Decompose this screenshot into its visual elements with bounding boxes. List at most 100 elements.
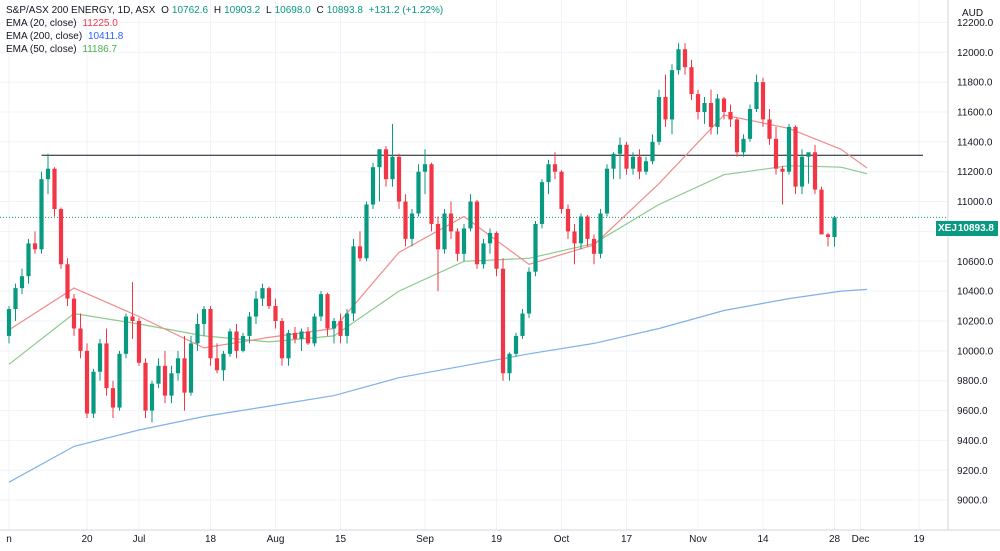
y-tick-label: 9000.0 [957, 496, 988, 507]
low-value: 10698.0 [274, 5, 311, 16]
indicator-ema20[interactable]: EMA (20, close) 11225.0 [6, 17, 446, 30]
candle-body [299, 331, 304, 339]
candle-body [559, 171, 564, 210]
y-tick-label: 9600.0 [957, 406, 988, 417]
candle-body [182, 358, 187, 393]
candle-body [253, 298, 259, 317]
candle-body [565, 209, 571, 232]
indicator-name: EMA (200, close) [6, 31, 83, 42]
candle-body [416, 171, 421, 214]
candle-body [331, 320, 337, 329]
candle-body [448, 213, 454, 232]
candle-body [747, 108, 753, 139]
candle-body [318, 294, 324, 317]
candle-body [637, 156, 642, 172]
y-tick-label: 11400.0 [957, 137, 993, 148]
candle-body [110, 388, 116, 408]
candle-body [71, 298, 77, 329]
candle-body [624, 144, 629, 169]
candle-body [84, 350, 90, 414]
high-label: H [213, 5, 222, 16]
candle-body [760, 82, 766, 120]
candle-body [195, 323, 200, 344]
candle-body [585, 216, 590, 239]
candle-body [97, 343, 103, 372]
candle-body [273, 306, 278, 321]
candle-body [169, 373, 174, 396]
close-label: C [316, 5, 324, 16]
x-tick-label: 19 [913, 534, 925, 545]
candle-body [474, 201, 480, 265]
candle-body [754, 82, 759, 109]
candle-body [546, 164, 551, 183]
ema20-line [8, 114, 868, 349]
candle-body [234, 331, 239, 351]
candle-body [357, 246, 363, 259]
candle-body [422, 164, 428, 172]
x-tick-label: Oct [554, 534, 570, 545]
candle-body [325, 294, 330, 329]
candle-body [292, 332, 298, 339]
candle-body [604, 168, 610, 214]
indicator-value: 10411.8 [87, 31, 124, 42]
candle-body [806, 152, 811, 157]
candle-body [832, 217, 837, 237]
candle-body [312, 316, 317, 344]
close-value: 10893.8 [326, 5, 363, 16]
x-tick-label: 14 [757, 534, 769, 545]
candle-body [500, 268, 506, 374]
y-tick-label: 10400.0 [957, 287, 994, 298]
candle-body [91, 371, 96, 414]
candle-body [227, 331, 233, 354]
candle-body [728, 111, 733, 120]
last-price-symbol: XEJ [938, 223, 957, 234]
open-label: O [161, 5, 169, 16]
candle-body [286, 332, 291, 359]
candle-body [136, 320, 142, 363]
candle-body [487, 232, 493, 244]
candle-body [338, 320, 343, 336]
candle-body [58, 209, 64, 265]
x-tick-label: n [6, 534, 12, 545]
ema200-line [8, 288, 868, 483]
candle-body [481, 243, 486, 265]
series-layer [0, 43, 948, 483]
candle-body [572, 231, 577, 244]
candle-body [793, 126, 798, 187]
candle-body [799, 156, 805, 187]
candle-body [734, 119, 740, 153]
candle-body [689, 67, 694, 95]
candle-body [435, 223, 441, 250]
legend: S&P/ASX 200 ENERGY, 1D, ASX O 10762.6 H 10… [6, 4, 446, 56]
candle-body [825, 234, 831, 237]
candle-body [32, 243, 38, 250]
candle-body [721, 98, 727, 112]
candle-body [143, 362, 148, 411]
candle-body [507, 353, 512, 374]
candle-body [578, 216, 584, 244]
y-tick-label: 10200.0 [957, 316, 994, 327]
indicator-ema50[interactable]: EMA (50, close) 11186.7 [6, 43, 446, 56]
indicator-ema200[interactable]: EMA (200, close) 10411.8 [6, 30, 446, 43]
y-tick-label: 11800.0 [957, 78, 993, 89]
candle-body [39, 179, 44, 250]
symbol-title[interactable]: S&P/ASX 200 ENERGY, 1D, ASX [6, 5, 156, 16]
x-tick-label: Dec [852, 534, 870, 545]
change-value: +131.2 (+1.22%) [368, 5, 444, 16]
candle-body [65, 264, 70, 299]
candle-body [520, 313, 525, 336]
indicator-value: 11186.7 [82, 44, 118, 55]
candle-body [669, 70, 675, 120]
candle-body [741, 138, 746, 153]
candle-body [650, 141, 655, 162]
candle-body [149, 383, 155, 411]
candle-body [513, 335, 519, 354]
y-tick-label: 12200.0 [957, 18, 994, 29]
candle-body [396, 156, 402, 202]
candle-body [351, 246, 356, 314]
grid [0, 0, 948, 530]
x-tick-label: 18 [205, 534, 217, 545]
candle-body [702, 103, 707, 112]
candle-body [240, 335, 246, 351]
